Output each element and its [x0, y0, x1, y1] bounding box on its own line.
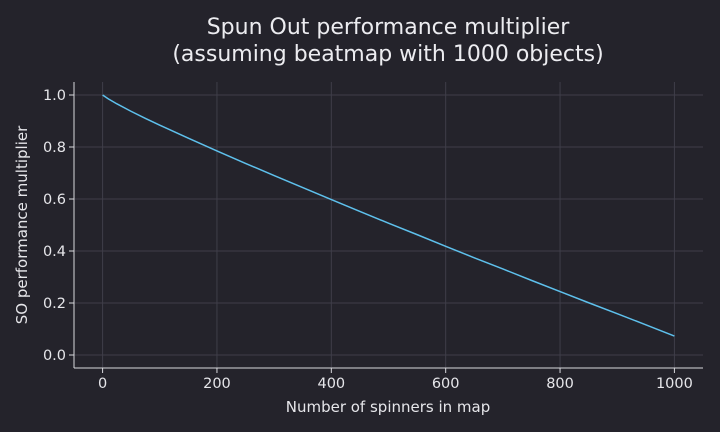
chart-title-line-1: Spun Out performance multiplier — [207, 15, 571, 40]
x-tick-label-0: 0 — [98, 376, 107, 392]
x-tick-label-3: 600 — [432, 376, 460, 392]
x-axis-label: Number of spinners in map — [286, 398, 491, 416]
grid-layer — [74, 82, 703, 368]
y-tick-label-3: 0.6 — [43, 192, 66, 208]
x-tick-label-4: 800 — [546, 376, 574, 392]
chart-title-line-2: (assuming beatmap with 1000 objects) — [172, 42, 603, 67]
y-tick-label-0: 0.0 — [43, 348, 66, 364]
x-tick-label-2: 400 — [317, 376, 345, 392]
plot-layer — [102, 94, 675, 337]
y-tick-label-4: 0.8 — [43, 140, 66, 156]
y-tick-label-1: 0.2 — [43, 296, 66, 312]
y-tick-label-5: 1.0 — [43, 88, 66, 104]
y-tick-label-2: 0.4 — [43, 244, 66, 260]
x-tick-label-5: 1000 — [656, 376, 693, 392]
series-line-0 — [102, 94, 675, 337]
x-tick-label-1: 200 — [203, 376, 231, 392]
axes-layer: 0 200 400 600 800 1000 0.0 0.2 0.4 0.6 0.8 1.0 — [43, 82, 703, 392]
y-axis-label: SO performance multiplier — [13, 125, 31, 324]
